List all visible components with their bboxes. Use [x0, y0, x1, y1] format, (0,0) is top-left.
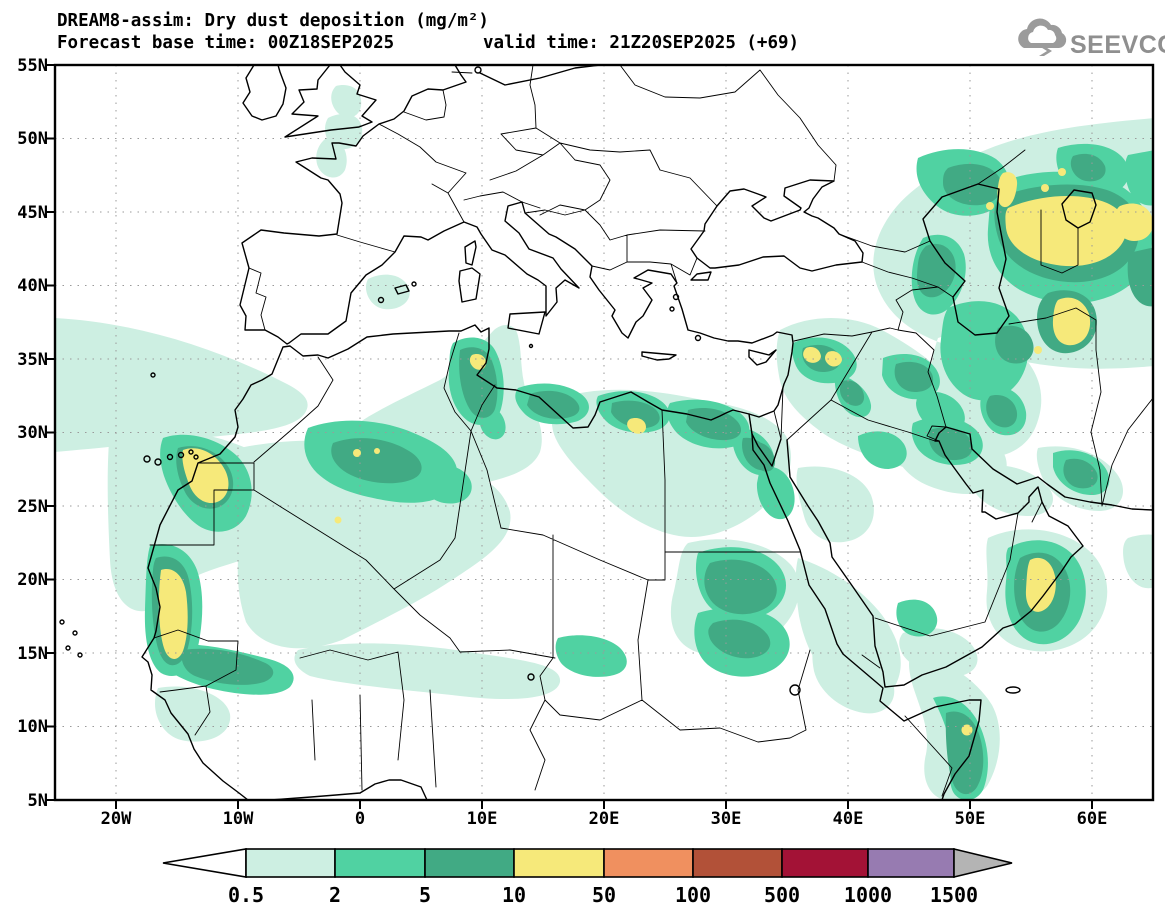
colorbar-label: 1500 — [930, 883, 978, 907]
colorbar-segment — [867, 848, 955, 878]
country-borders — [149, 65, 1153, 797]
colorbar-segment — [424, 848, 515, 878]
lat-label: 20N — [17, 570, 48, 590]
dust-level-10-contours — [158, 168, 1153, 736]
sea-of-marmara — [690, 271, 712, 281]
lat-label: 10N — [17, 717, 48, 737]
lat-label: 40N — [17, 276, 48, 296]
lat-label: 15N — [17, 644, 48, 664]
caspian-sea — [922, 183, 1010, 336]
coastline-great-britain — [284, 65, 377, 138]
colorbar-segment — [245, 848, 336, 878]
lat-label: 30N — [17, 423, 48, 443]
lat-label: 55N — [17, 56, 48, 76]
lat-label: 50N — [17, 129, 48, 149]
coastline-europe-africa — [141, 65, 794, 800]
page-title: DREAM8-assim: Dry dust deposition (mg/m²… — [57, 11, 489, 31]
coastline-iran-south — [945, 426, 1153, 511]
lon-label: 0 — [355, 809, 365, 829]
colorbar-label: 10 — [502, 883, 526, 907]
logo-text: SEEVCCC — [1070, 31, 1165, 59]
lat-axis-labels: 55N 50N 45N 40N 35N 30N 25N 20N 15N 10N … — [17, 56, 48, 811]
colorbar-labels: 0.5 2 5 10 50 100 500 1000 1500 — [228, 883, 978, 907]
colorbar-segment — [781, 848, 869, 878]
coastline-east-africa-red-sea — [751, 433, 982, 800]
colorbar-label: 500 — [764, 883, 800, 907]
graticule — [55, 65, 1153, 800]
lat-label: 45N — [17, 203, 48, 223]
coastline-ireland — [242, 65, 287, 121]
lon-label: 50E — [955, 809, 986, 829]
valid-time: valid time: 21Z20SEP2025 (+69) — [483, 33, 799, 53]
dust-fill-contours — [55, 85, 1153, 800]
coastline-arabia — [786, 426, 1084, 688]
colorbar: 0.5 2 5 10 50 100 500 1000 1500 — [162, 847, 1013, 907]
logo: SEEVCCC — [1018, 18, 1165, 59]
lat-label: 25N — [17, 497, 48, 517]
colorbar-segment — [603, 848, 694, 878]
black-sea — [690, 179, 864, 272]
coastline-baltic — [479, 65, 601, 86]
colorbar-label: 5 — [419, 883, 431, 907]
coastlines — [141, 65, 1153, 800]
islands-and-lakes — [59, 66, 1021, 696]
lon-label: 10E — [467, 809, 498, 829]
colorbar-segment — [513, 848, 605, 878]
colorbar-segment — [692, 848, 783, 878]
coastline-gulf-of-guinea — [270, 779, 428, 800]
colorbar-under-arrow — [162, 848, 247, 878]
lon-axis-labels: 20W 10W 0 10E 20E 30E 40E 50E 60E — [101, 809, 1108, 829]
colorbar-label: 50 — [592, 883, 616, 907]
forecast-base-time: Forecast base time: 00Z18SEP2025 — [57, 33, 394, 53]
colorbar-label: 100 — [675, 883, 711, 907]
aral-sea — [1061, 189, 1097, 229]
title-block: DREAM8-assim: Dry dust deposition (mg/m²… — [57, 11, 799, 53]
dust-level-0.5-contours — [55, 85, 1153, 800]
lon-label: 20E — [589, 809, 620, 829]
lon-label: 10W — [223, 809, 254, 829]
colorbar-label: 0.5 — [228, 883, 264, 907]
colorbar-segment — [334, 848, 426, 878]
colorbar-over-arrow — [953, 847, 1013, 879]
lat-label: 35N — [17, 350, 48, 370]
lat-label: 5N — [28, 791, 48, 811]
lon-label: 20W — [101, 809, 132, 829]
colorbar-label: 2 — [329, 883, 341, 907]
colorbar-label: 1000 — [844, 883, 892, 907]
axis-ticks — [46, 64, 1093, 809]
cloud-icon — [1018, 18, 1067, 56]
lon-label: 60E — [1077, 809, 1108, 829]
lon-label: 30E — [711, 809, 742, 829]
lon-label: 40E — [833, 809, 864, 829]
